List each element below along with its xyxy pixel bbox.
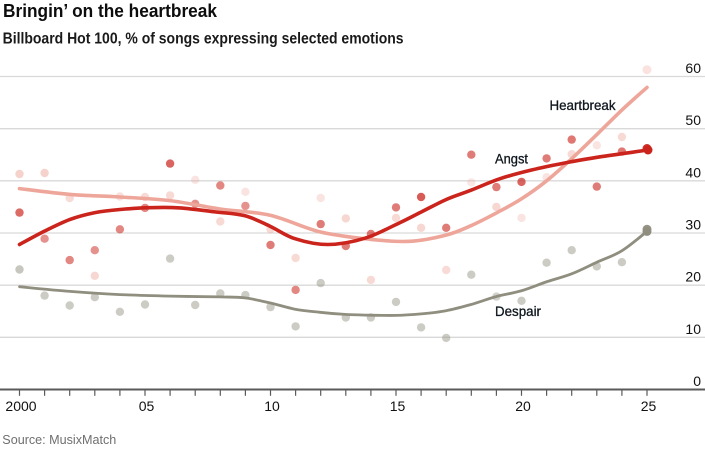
svg-text:Billboard Hot 100, % of songs: Billboard Hot 100, % of songs expressing… bbox=[3, 30, 404, 47]
svg-text:25: 25 bbox=[641, 398, 657, 414]
svg-text:10: 10 bbox=[685, 321, 701, 337]
svg-text:Angst: Angst bbox=[495, 150, 528, 166]
svg-text:40: 40 bbox=[685, 164, 701, 180]
svg-text:Despair: Despair bbox=[495, 303, 541, 319]
svg-text:2000: 2000 bbox=[5, 398, 36, 414]
svg-text:20: 20 bbox=[685, 269, 701, 285]
svg-text:15: 15 bbox=[390, 398, 406, 414]
svg-text:10: 10 bbox=[264, 398, 280, 414]
svg-text:Bringin’ on the heartbreak: Bringin’ on the heartbreak bbox=[3, 0, 218, 21]
svg-text:05: 05 bbox=[139, 398, 155, 414]
svg-text:50: 50 bbox=[685, 112, 701, 128]
svg-text:0: 0 bbox=[693, 373, 701, 389]
svg-text:Heartbreak: Heartbreak bbox=[550, 97, 617, 113]
svg-text:60: 60 bbox=[685, 60, 701, 76]
svg-text:20: 20 bbox=[515, 398, 531, 414]
svg-text:30: 30 bbox=[685, 217, 701, 233]
svg-text:Source: MusixMatch: Source: MusixMatch bbox=[2, 432, 116, 447]
